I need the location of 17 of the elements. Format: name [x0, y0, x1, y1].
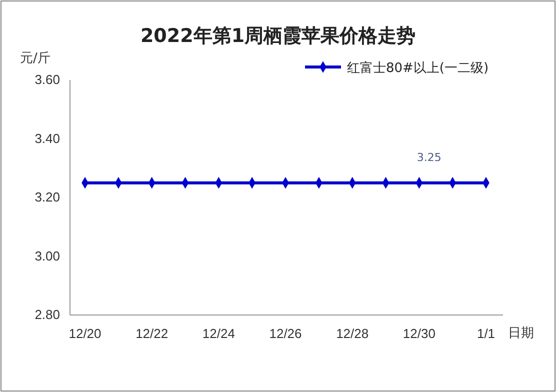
x-tick-label: 12/22	[136, 326, 168, 342]
x-tick-label: 12/26	[269, 326, 302, 342]
y-axis-title: 元/斤	[20, 51, 50, 66]
y-tick-label: 3.40	[34, 130, 60, 146]
x-tick-label: 12/24	[202, 326, 235, 342]
data-label: 3.25	[416, 150, 442, 164]
x-axis-title: 日期	[508, 326, 534, 341]
x-tick-label: 12/20	[68, 326, 102, 342]
y-tick-label: 2.80	[34, 307, 60, 322]
y-tick-label: 3.00	[34, 248, 60, 264]
legend-label: 红富士80#以上(一二级)	[347, 60, 489, 76]
y-tick-label: 3.20	[34, 190, 60, 205]
x-tick-label: 1/1	[476, 326, 496, 342]
chart-title: 2022年第1周栖霞苹果价格走势	[140, 25, 416, 47]
x-tick-label: 12/28	[336, 326, 369, 342]
x-tick-label: 12/30	[402, 326, 436, 342]
y-tick-label: 3.60	[34, 72, 60, 88]
